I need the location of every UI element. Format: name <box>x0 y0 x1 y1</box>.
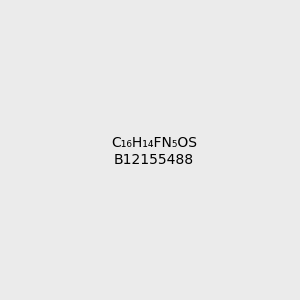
Text: C₁₆H₁₄FN₅OS
B12155488: C₁₆H₁₄FN₅OS B12155488 <box>111 136 197 166</box>
